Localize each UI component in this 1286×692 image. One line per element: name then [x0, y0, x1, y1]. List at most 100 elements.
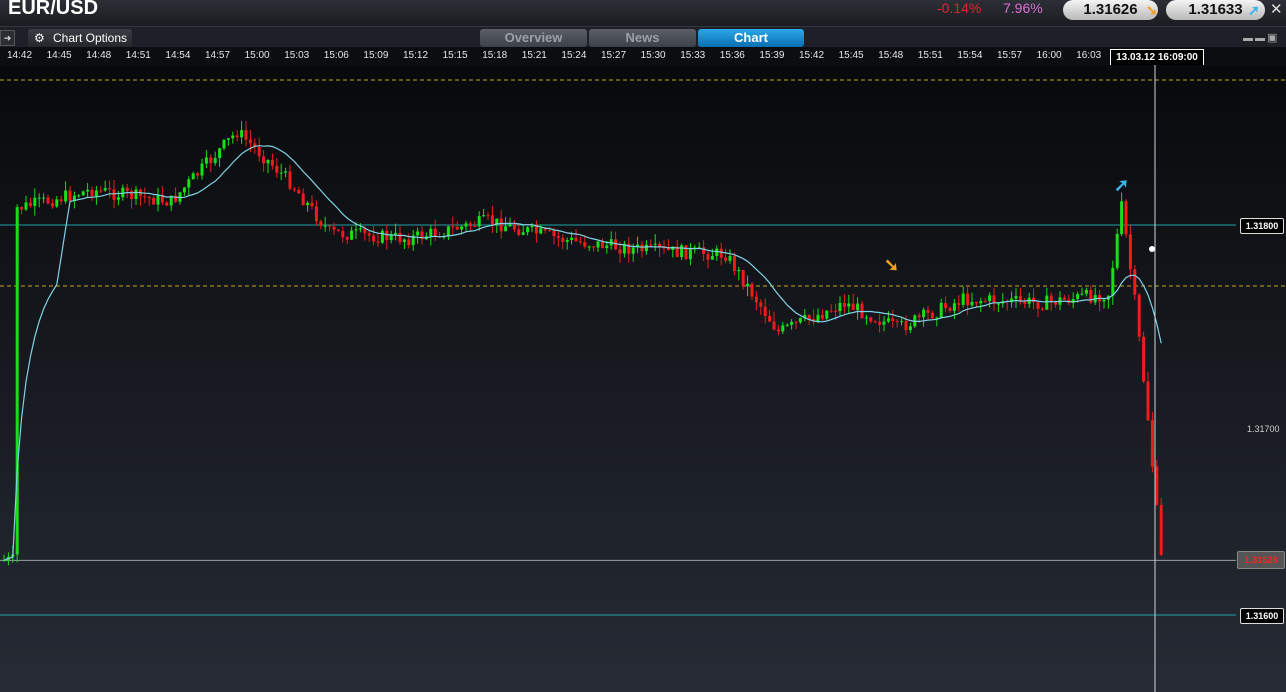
- restore-icon[interactable]: ▬: [1255, 33, 1265, 44]
- candle-body: [570, 237, 574, 241]
- candle-body: [486, 215, 490, 217]
- candle-body: [939, 302, 943, 318]
- candle-body: [970, 301, 974, 306]
- candle-body: [495, 218, 499, 225]
- candle-body: [20, 207, 24, 210]
- candle-body: [314, 206, 318, 222]
- candle-body: [112, 189, 116, 200]
- minimize-icon[interactable]: ▬: [1243, 33, 1253, 44]
- time-label: 14:48: [86, 50, 112, 61]
- candle-body: [306, 202, 310, 206]
- candle-body: [209, 157, 213, 164]
- candle-body: [394, 232, 398, 235]
- tab-chart[interactable]: Chart: [698, 29, 804, 47]
- candle-body: [895, 321, 899, 323]
- candle-body: [77, 195, 81, 197]
- change-percent: -0.14%: [937, 0, 982, 16]
- close-icon[interactable]: ✕: [1270, 1, 1283, 18]
- candle-body: [187, 179, 191, 188]
- tab-overview[interactable]: Overview: [480, 29, 587, 47]
- time-label: 15:21: [521, 50, 547, 61]
- price-chart[interactable]: ➚ ➘: [0, 65, 1286, 692]
- candle-body: [1142, 336, 1146, 382]
- time-label: 16:03: [1076, 50, 1102, 61]
- candle-body: [653, 243, 657, 245]
- candle-body: [90, 189, 94, 197]
- candle-body: [741, 269, 745, 287]
- candle-body: [266, 159, 270, 164]
- candle-body: [460, 226, 464, 230]
- candle-body: [1120, 201, 1124, 234]
- chart-background: [0, 65, 1286, 692]
- candle-body: [490, 215, 494, 225]
- time-label: 15:57: [997, 50, 1023, 61]
- sell-price-button[interactable]: 1.31626: [1063, 0, 1158, 20]
- sell-signal-arrow-icon: ➘: [884, 255, 899, 275]
- candle-body: [917, 315, 921, 318]
- candle-body: [380, 230, 384, 243]
- candle-body: [323, 225, 327, 227]
- candle-body: [15, 207, 19, 555]
- candle-body: [556, 236, 560, 238]
- candle-body: [768, 315, 772, 322]
- price-label-1-317: 1.31700: [1247, 424, 1280, 434]
- time-label: 16:00: [1036, 50, 1062, 61]
- time-label: 15:24: [561, 50, 587, 61]
- candle-body: [530, 225, 534, 228]
- time-label: 15:48: [878, 50, 904, 61]
- candle-body: [376, 241, 380, 243]
- candle-body: [658, 243, 662, 248]
- candle-body: [156, 194, 160, 205]
- gear-icon: ⚙: [34, 31, 45, 45]
- candle-body: [1084, 289, 1088, 294]
- candle-body: [196, 173, 200, 176]
- candle-body: [24, 202, 28, 210]
- candle-body: [825, 310, 829, 319]
- buy-arrow-icon: ➚: [1248, 2, 1260, 18]
- candle-body: [904, 321, 908, 331]
- expand-arrow-icon[interactable]: ➜: [0, 30, 15, 46]
- time-label: 14:57: [205, 50, 231, 61]
- candle-body: [213, 158, 217, 164]
- candle-body: [746, 283, 750, 287]
- candle-body: [464, 223, 468, 227]
- candle-body: [284, 171, 288, 173]
- candle-body: [688, 248, 692, 260]
- candle-body: [605, 245, 609, 249]
- buy-price-button[interactable]: 1.31633: [1166, 0, 1265, 20]
- moving-average-line: [3, 145, 1162, 561]
- time-label: 15:54: [957, 50, 983, 61]
- candle-body: [297, 189, 301, 194]
- candle-body: [1062, 297, 1066, 300]
- time-label: 15:15: [442, 50, 468, 61]
- candle-body: [552, 230, 556, 237]
- candle-body: [358, 228, 362, 230]
- candle-body: [517, 229, 521, 235]
- candle-body: [411, 235, 415, 246]
- candle-body: [226, 138, 230, 140]
- candle-body: [724, 257, 728, 261]
- candle-body: [354, 229, 358, 231]
- volatility-percent: 7.96%: [1003, 0, 1043, 16]
- candle-body: [737, 269, 741, 272]
- candle-body: [218, 148, 222, 159]
- chart-options-button[interactable]: ⚙ Chart Options: [28, 29, 132, 47]
- candle-body: [103, 188, 107, 191]
- candle-body: [526, 227, 530, 233]
- tab-news[interactable]: News: [589, 29, 696, 47]
- candle-body: [592, 246, 596, 248]
- maximize-icon[interactable]: ▣: [1267, 32, 1278, 44]
- candle-body: [948, 308, 952, 311]
- candle-body: [587, 246, 591, 248]
- candle-body: [548, 230, 552, 232]
- candle-body: [957, 303, 961, 305]
- candle-body: [666, 247, 670, 250]
- candle-body: [1155, 466, 1159, 505]
- candle-body: [1014, 296, 1018, 299]
- candle-body: [94, 190, 98, 197]
- candle-body: [165, 202, 169, 206]
- candle-body: [534, 225, 538, 234]
- candle-body: [715, 248, 719, 256]
- candle-body: [614, 239, 618, 250]
- candle-body: [979, 301, 983, 304]
